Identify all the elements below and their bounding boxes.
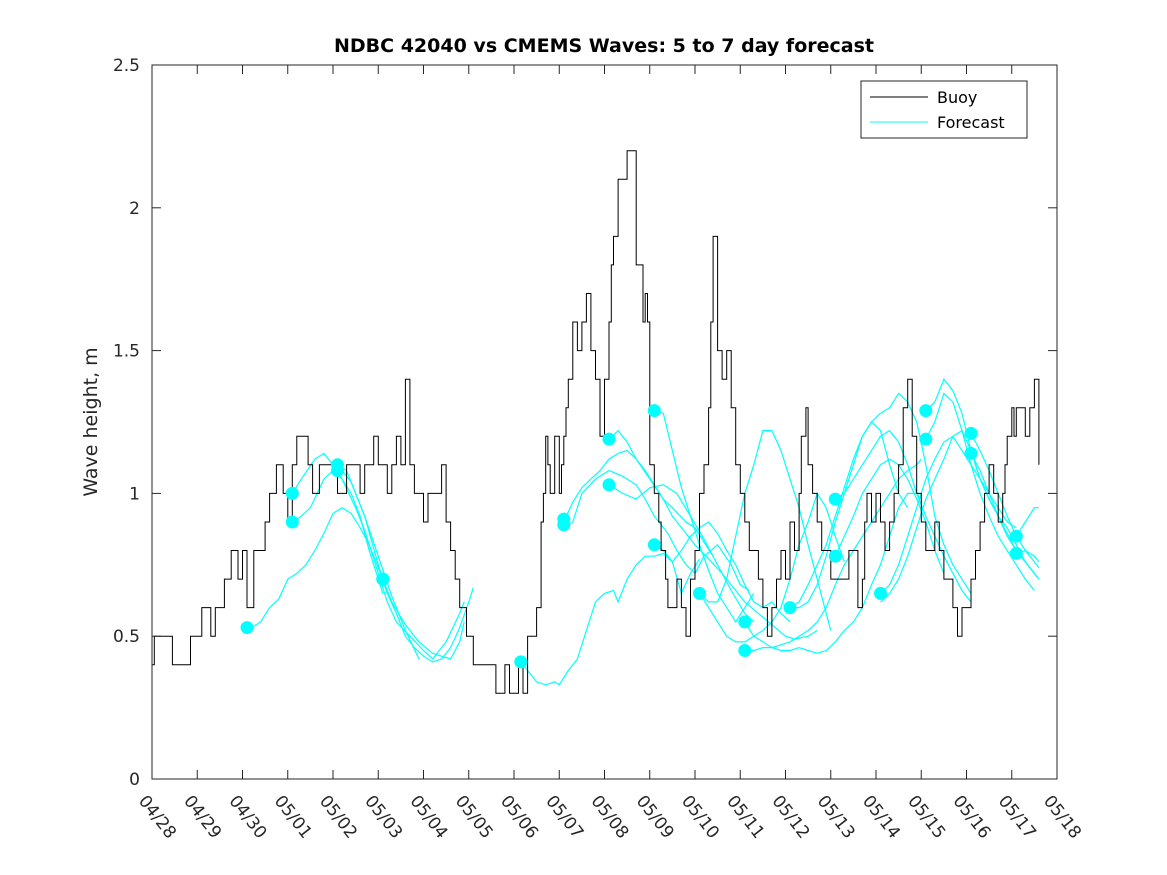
forecast-start-point [828, 492, 842, 506]
forecast-line-18 [790, 421, 909, 609]
legend-forecast-label: Forecast [937, 113, 1005, 132]
forecast-start-point [738, 615, 752, 629]
forecast-line-11 [653, 521, 791, 623]
forecast-start-point [376, 572, 390, 586]
forecast-start-point [285, 486, 299, 500]
y-axis-ticks: 0 0.5 1 1.5 2 2.5 [113, 56, 1057, 790]
forecast-start-point [1009, 546, 1023, 560]
forecast-line-13 [699, 430, 832, 631]
forecast-start-point [874, 586, 887, 600]
forecast-start-point [331, 464, 344, 478]
forecast-line-21 [880, 435, 1017, 594]
y-tick-label: 2 [129, 199, 140, 219]
forecast-start-point [647, 538, 661, 552]
legend: Buoy Forecast [860, 80, 1028, 139]
forecast-line-25 [970, 433, 1040, 569]
forecast-line-9 [608, 429, 818, 640]
y-tick-label: 0.5 [113, 627, 140, 647]
y-tick-label: 0 [129, 770, 140, 790]
forecast-line-6 [520, 552, 701, 686]
forecast-start-point [557, 518, 571, 532]
forecast-start-point [514, 655, 528, 669]
forecast-line-4 [337, 464, 465, 660]
forecast-start-point [285, 515, 299, 529]
forecast-line-15 [744, 492, 922, 654]
forecast-start-point [919, 432, 933, 446]
forecast-start-point [964, 446, 978, 460]
forecast-start-point [602, 432, 616, 446]
y-tick-label: 2.5 [113, 56, 140, 76]
y-tick-label: 1 [129, 484, 140, 504]
forecast-line-24 [925, 392, 1035, 591]
forecast-start-point [1009, 529, 1023, 543]
legend-box [860, 80, 1028, 139]
forecast-start-points [240, 404, 1023, 669]
buoy-series-line [152, 150, 1040, 694]
forecast-line-27 [1015, 507, 1039, 537]
y-tick-label: 1.5 [113, 342, 140, 362]
buoy-line [152, 150, 1040, 694]
forecast-line-26 [970, 453, 1035, 574]
chart-title: NDBC 42040 vs CMEMS Waves: 5 to 7 day fo… [334, 35, 874, 57]
forecast-start-point [647, 404, 661, 418]
forecast-start-point [738, 644, 752, 657]
forecast-start-point [828, 549, 842, 563]
forecast-line-17 [789, 392, 972, 609]
forecast-line-10 [608, 484, 755, 623]
forecast-line-12 [654, 410, 755, 624]
forecast-line-1 [244, 506, 474, 663]
forecast-start-point [964, 426, 978, 440]
forecast-start-point [602, 478, 616, 492]
forecast-start-point [783, 601, 797, 615]
legend-buoy-label: Buoy [937, 88, 977, 107]
y-axis-label: Wave height, m [80, 347, 102, 496]
forecast-start-point [919, 404, 933, 418]
forecast-start-point [693, 586, 706, 600]
forecast-start-point [240, 621, 254, 635]
